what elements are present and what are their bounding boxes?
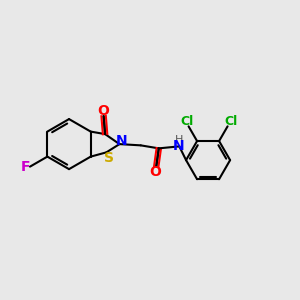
- Text: N: N: [173, 139, 184, 153]
- Text: O: O: [98, 104, 109, 118]
- Text: Cl: Cl: [180, 115, 194, 128]
- Text: F: F: [21, 160, 30, 174]
- Text: O: O: [149, 165, 161, 179]
- Text: N: N: [116, 134, 128, 148]
- Text: Cl: Cl: [224, 115, 238, 128]
- Text: S: S: [104, 151, 114, 165]
- Text: H: H: [175, 135, 183, 145]
